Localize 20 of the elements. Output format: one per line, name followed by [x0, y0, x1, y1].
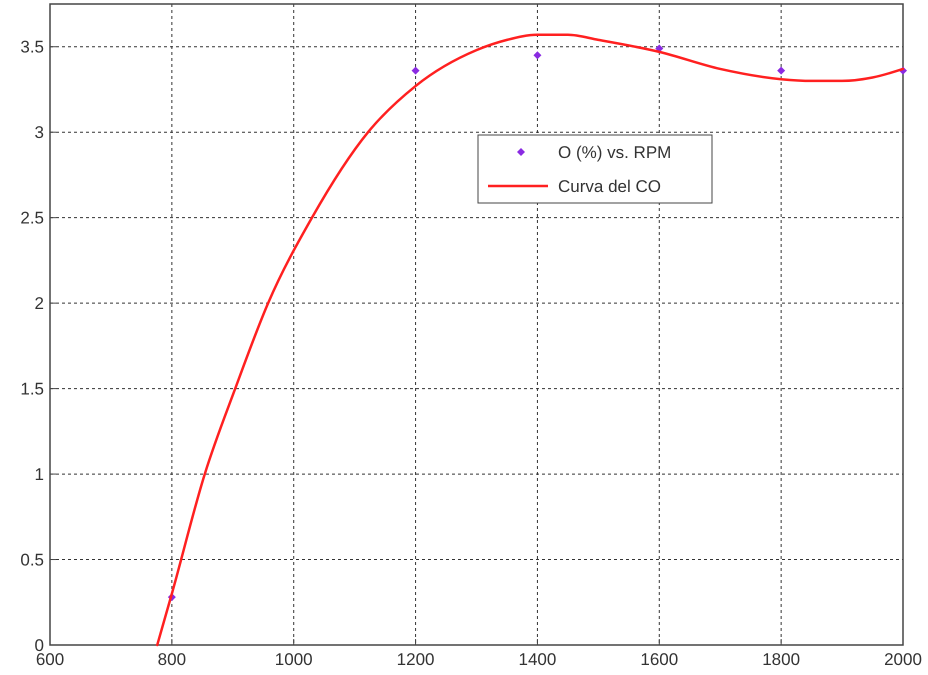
legend-label: O (%) vs. RPM	[558, 143, 672, 162]
x-tick-label: 1600	[640, 650, 678, 669]
x-tick-label: 800	[158, 650, 186, 669]
point	[777, 66, 786, 75]
y-tick-label: 3.5	[20, 38, 44, 57]
y-tick-label: 0.5	[20, 550, 44, 570]
x-tick-label: 1400	[518, 650, 556, 669]
x-tick-label: 1000	[274, 650, 313, 669]
x-tick-label: 2000	[884, 650, 922, 669]
y-tick-label: 2	[34, 294, 44, 314]
x-tick-label: 1800	[762, 650, 800, 669]
y-tick-label: 1.5	[20, 380, 44, 399]
legend-label: Curva del CO	[558, 177, 661, 196]
y-tick-label: 1	[34, 465, 44, 484]
y-tick-label: 3	[34, 123, 44, 142]
point	[412, 66, 420, 75]
x-tick-label: 600	[36, 650, 64, 669]
point	[533, 51, 542, 60]
y-tick-label: 2.5	[20, 208, 44, 228]
x-tick-label: 1200	[396, 650, 434, 669]
